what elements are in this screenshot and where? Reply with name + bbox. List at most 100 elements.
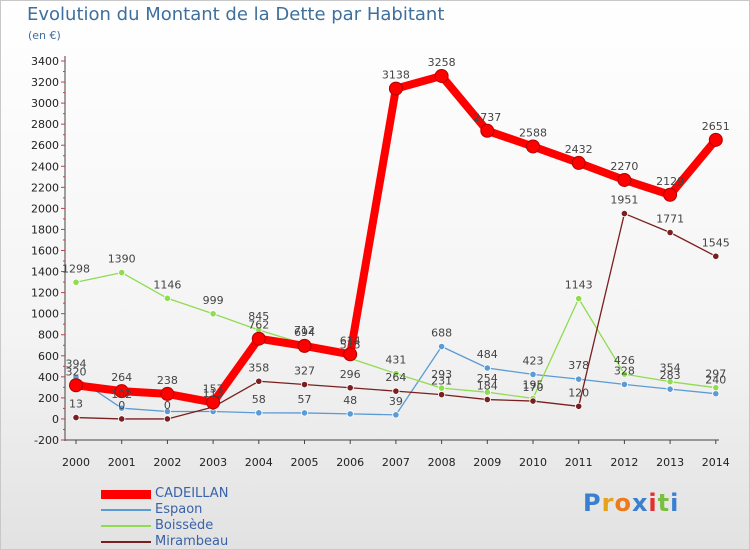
x-tick-label: 2009 [473, 456, 501, 469]
x-tick-label: 2002 [153, 456, 181, 469]
data-label-mirambeau: 327 [294, 365, 315, 378]
x-tick-label: 2006 [336, 456, 364, 469]
data-label-cadeillan: 3138 [382, 69, 410, 82]
legend-label: Mirambeau [155, 534, 229, 549]
data-label-espaon: 283 [660, 369, 681, 382]
data-point-cadeillan [526, 139, 540, 154]
data-point-cadeillan [663, 187, 678, 202]
data-label-cadeillan: 238 [157, 374, 178, 387]
data-point-boiss-de [72, 278, 80, 286]
data-label-mirambeau: 1771 [656, 212, 684, 225]
data-label-espaon: 378 [568, 359, 589, 372]
logo-letter: x [631, 489, 649, 517]
data-label-boiss-de: 999 [203, 294, 224, 307]
data-label-mirambeau: 231 [431, 375, 452, 388]
data-label-cadeillan: 762 [248, 319, 269, 332]
y-tick-label: 3200 [31, 76, 59, 89]
data-label-espaon: 58 [252, 393, 266, 406]
data-point-mirambeau [483, 395, 491, 404]
data-point-mirambeau [300, 380, 309, 389]
data-label-espaon: 423 [523, 354, 544, 367]
data-point-cadeillan [251, 331, 266, 346]
x-tick-label: 2010 [519, 456, 547, 469]
data-label-mirambeau: 0 [118, 399, 125, 412]
x-tick-label: 2005 [291, 456, 319, 469]
data-point-boiss-de [620, 370, 629, 378]
data-point-cadeillan [69, 378, 83, 393]
y-tick-label: 2200 [31, 181, 59, 194]
legend-swatch [101, 525, 151, 527]
x-tick-label: 2000 [62, 456, 90, 469]
data-point-espaon [346, 410, 354, 418]
logo-letter: P [583, 489, 602, 517]
data-point-mirambeau [255, 377, 263, 385]
y-tick-label: 400 [38, 371, 59, 384]
data-point-espaon [437, 342, 446, 351]
data-label-cadeillan: 694 [294, 326, 315, 339]
data-label-espaon: 688 [431, 327, 452, 340]
data-point-espaon [529, 370, 537, 379]
y-tick-label: 1400 [31, 266, 59, 279]
data-point-espaon [620, 380, 629, 389]
data-point-mirambeau [72, 413, 80, 422]
data-point-mirambeau [620, 209, 629, 218]
data-point-boiss-de [483, 388, 491, 396]
y-tick-label: 2800 [31, 118, 59, 131]
data-label-espaon: 57 [298, 393, 312, 406]
data-label-cadeillan: 157 [203, 382, 224, 395]
data-point-mirambeau [666, 228, 674, 237]
logo-letter: t [657, 489, 671, 517]
data-point-boiss-de [118, 269, 126, 277]
data-point-mirambeau [392, 387, 400, 395]
data-point-boiss-de [163, 294, 171, 302]
data-label-cadeillan: 2432 [565, 143, 593, 156]
data-label-boiss-de: 575 [340, 338, 361, 351]
data-point-cadeillan [388, 81, 403, 96]
x-tick-label: 2001 [108, 456, 136, 469]
legend-swatch [101, 509, 151, 511]
data-point-espaon [483, 364, 491, 372]
data-point-mirambeau [163, 415, 171, 423]
data-label-mirambeau: 170 [523, 381, 544, 394]
data-point-boiss-de [575, 295, 583, 303]
legend-item-boiss-de: Boissède [101, 518, 228, 534]
data-point-boiss-de [209, 310, 217, 318]
data-point-mirambeau [575, 402, 583, 410]
y-tick-label: 200 [38, 392, 59, 405]
data-label-mirambeau: 113 [203, 387, 224, 400]
data-label-espaon: 39 [389, 395, 403, 408]
data-point-mirambeau [346, 384, 354, 392]
x-tick-label: 2012 [610, 456, 638, 469]
data-label-mirambeau: 264 [385, 371, 406, 384]
data-point-espaon [666, 385, 674, 393]
y-tick-label: 2400 [31, 160, 59, 173]
x-tick-label: 2013 [656, 456, 684, 469]
data-label-boiss-de: 1146 [153, 278, 181, 291]
y-tick-label: 1200 [31, 287, 59, 300]
data-point-boiss-de [666, 378, 674, 386]
data-point-cadeillan [480, 123, 495, 138]
x-tick-label: 2004 [245, 456, 273, 469]
data-label-mirambeau: 296 [340, 368, 361, 381]
data-point-cadeillan [297, 338, 312, 353]
data-label-mirambeau: 184 [477, 380, 498, 393]
data-point-espaon [255, 409, 263, 417]
data-point-cadeillan [206, 395, 221, 410]
y-tick-label: 3000 [31, 97, 59, 110]
legend-label: Espaon [155, 502, 203, 517]
logo-letter: r [601, 489, 615, 517]
legend: CADEILLAN Espaon Boissède Mirambeau [101, 486, 228, 550]
data-label-mirambeau: 358 [248, 361, 269, 374]
y-tick-label: 1000 [31, 308, 59, 321]
logo-letter: i [670, 489, 680, 517]
data-label-cadeillan: 2129 [656, 175, 684, 188]
data-label-cadeillan: 2270 [610, 160, 638, 173]
y-tick-label: 0 [52, 413, 59, 426]
y-tick-label: 600 [38, 350, 59, 363]
y-tick-label: 2600 [31, 139, 59, 152]
data-label-boiss-de: 297 [705, 368, 726, 381]
x-tick-label: 2007 [382, 456, 410, 469]
data-point-cadeillan [160, 386, 175, 401]
data-point-espaon [118, 404, 126, 412]
x-tick-label: 2003 [199, 456, 227, 469]
